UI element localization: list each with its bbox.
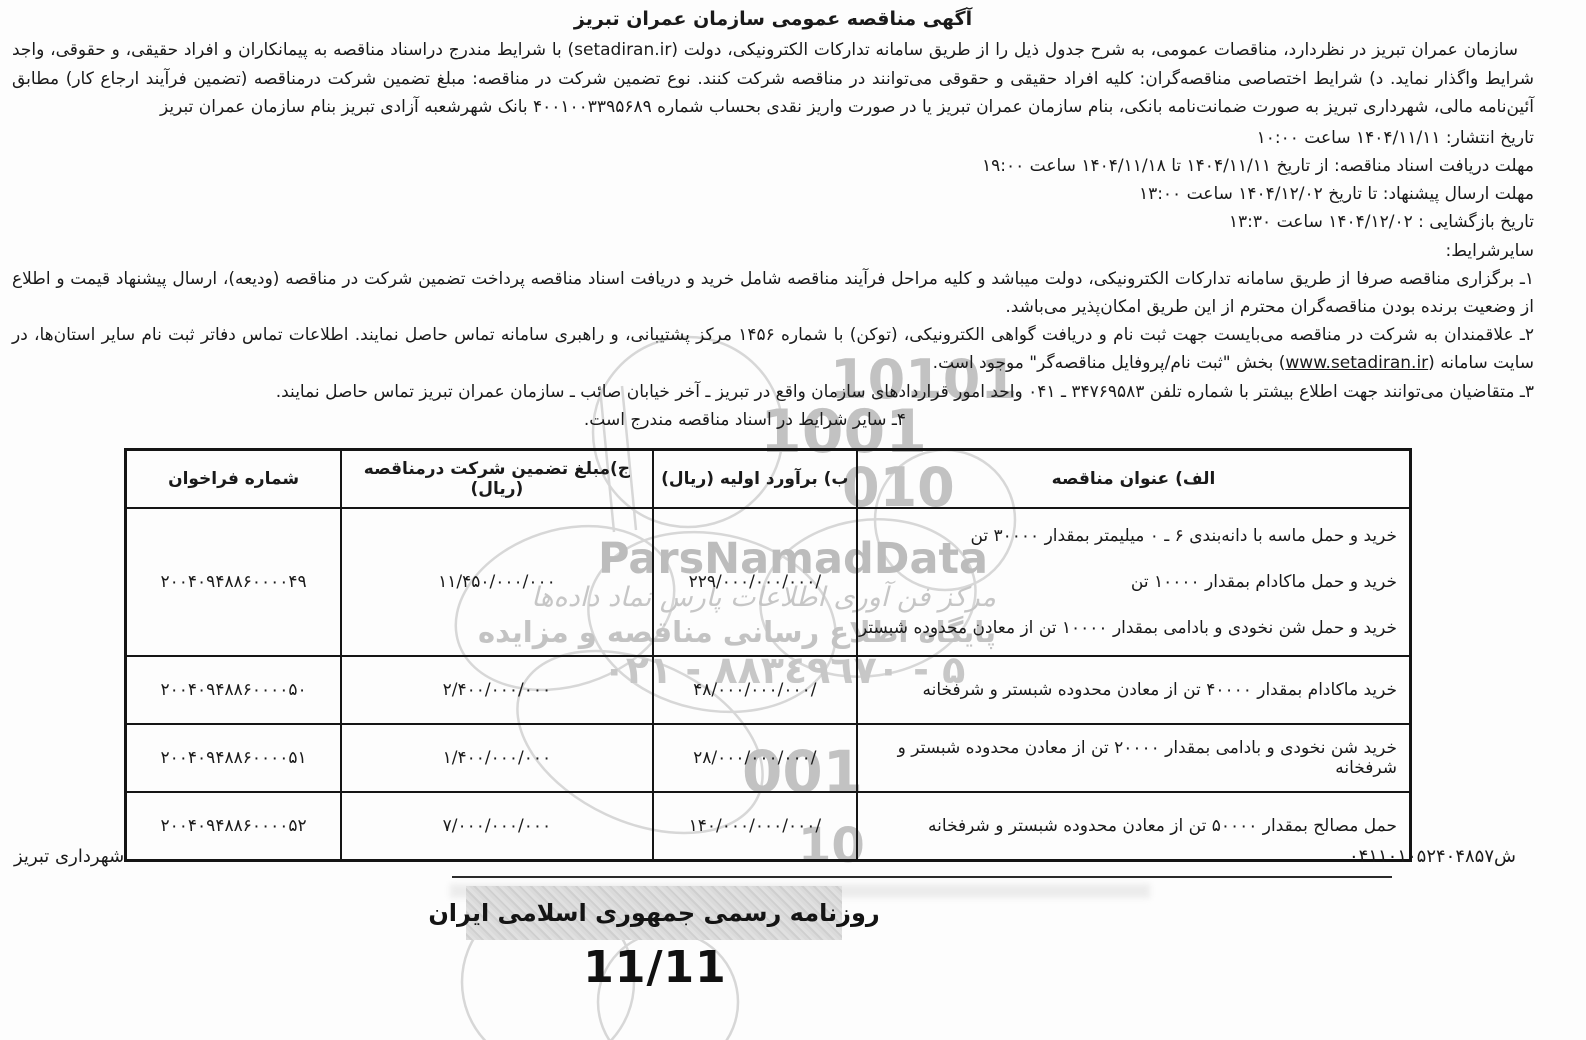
tender-title-cell: خرید و حمل ماسه با دانه‌بندی ۶ ـ ۰ میلیم…: [855, 507, 1412, 658]
call-number-cell: ۲۰۰۴۰۹۴۸۸۶۰۰۰۰۵۰: [124, 655, 343, 726]
tender-title-cell: حمل مصالح بمقدار ۵۰۰۰۰ تن از معادن محدود…: [855, 791, 1412, 862]
condition-1: ۱ـ برگزاری مناقصه صرفا از طریق سامانه تد…: [12, 268, 1534, 317]
estimate-cell: ۴۸/۰۰۰/۰۰۰/۰۰۰/: [651, 655, 858, 726]
proposal-deadline-line: مهلت ارسال پیشنهاد: تا تاریخ ۱۴۰۴/۱۲/۰۲ …: [1138, 184, 1534, 205]
setadiran-link[interactable]: www.setadiran.ir: [1285, 353, 1429, 374]
table-row: حمل مصالح بمقدار ۵۰۰۰۰ تن از معادن محدود…: [124, 791, 1412, 862]
intro-paragraph: سازمان عمران تبریز در نظردارد، مناقصات ع…: [12, 40, 1534, 118]
condition-2-text-after: ) بخش "ثبت نام/پروفایل مناقصه‌گر" موجود …: [932, 353, 1286, 374]
table-row: خرید و حمل ماسه با دانه‌بندی ۶ ـ ۰ میلیم…: [124, 507, 1412, 658]
official-gazette-stamp: روزنامه رسمی جمهوری اسلامی ایران: [428, 886, 880, 940]
col-header-guarantee-amount: ج)مبلغ تضمین شرکت درمناقصه (ریال): [340, 448, 654, 510]
footer-divider: [452, 876, 1392, 878]
binary-digits-watermark: 10101: [830, 348, 1018, 411]
table-row: خرید ماکادام بمقدار ۴۰۰۰۰ تن از معادن مح…: [124, 655, 1412, 726]
call-number-cell: ۲۰۰۴۰۹۴۸۸۶۰۰۰۰۵۲: [124, 791, 343, 862]
municipality-label: شهرداری تبریز: [14, 846, 125, 867]
call-number-cell: ۲۰۰۴۰۹۴۸۸۶۰۰۰۰۵۱: [124, 723, 343, 794]
document-content: آگهی مناقصه عمومی سازمان عمران تبریز ساز…: [12, 8, 1534, 863]
page-number: 11/11: [583, 942, 727, 993]
guarantee-cell: ۷/۰۰۰/۰۰۰/۰۰۰: [340, 791, 654, 862]
col-header-tender-title: الف) عنوان مناقصه: [855, 448, 1412, 510]
guarantee-cell: ۲/۴۰۰/۰۰۰/۰۰۰: [340, 655, 654, 726]
guarantee-cell: ۱۱/۴۵۰/۰۰۰/۰۰۰: [340, 507, 654, 658]
condition-3: ۳ـ متقاضیان می‌توانند جهت اطلاع بیشتر با…: [275, 381, 1534, 402]
tender-table: الف) عنوان مناقصه ب) برآورد اولیه (ریال)…: [124, 448, 1412, 863]
opening-date-line: تاریخ بازگشایی : ۱۴۰۴/۱۲/۰۲ ساعت ۱۳:۳۰: [1228, 212, 1534, 233]
estimate-cell: ۱۴۰/۰۰۰/۰۰۰/۰۰۰/: [651, 791, 858, 862]
tender-title-line: خرید و حمل ماکادام بمقدار ۱۰۰۰۰ تن: [1130, 572, 1397, 593]
tender-title-line: خرید و حمل ماسه با دانه‌بندی ۶ ـ ۰ میلیم…: [970, 526, 1397, 547]
condition-2: ۲ـ علاقمندان به شرکت در مناقصه می‌بایست …: [12, 321, 1534, 377]
page-title: آگهی مناقصه عمومی سازمان عمران تبریز: [573, 8, 973, 30]
col-header-call-number: شماره فراخوان: [124, 448, 343, 510]
table-row: خرید شن نخودی و بادامی بمقدار ۲۰۰۰۰ تن ا…: [124, 723, 1412, 794]
condition-2-text-before: ۲ـ علاقمندان به شرکت در مناقصه می‌بایست …: [12, 325, 1534, 374]
other-conditions-heading: سایرشرایط:: [1445, 240, 1534, 261]
table-header-row: الف) عنوان مناقصه ب) برآورد اولیه (ریال)…: [124, 448, 1412, 510]
tender-title-cell: خرید ماکادام بمقدار ۴۰۰۰۰ تن از معادن مح…: [855, 655, 1412, 726]
condition-4: ۴ـ سایر شرایط در اسناد مناقصه مندرج است.: [583, 409, 906, 430]
estimate-cell: ۲۸/۰۰۰/۰۰۰/۰۰۰/: [651, 723, 858, 794]
call-number-cell: ۲۰۰۴۰۹۴۸۸۶۰۰۰۰۴۹: [124, 507, 343, 658]
estimate-cell: ۲۲۹/۰۰۰/۰۰۰/۰۰۰/: [651, 507, 858, 658]
tender-title-line: خرید و حمل شن نخودی و بادامی بمقدار ۱۰۰۰…: [858, 618, 1397, 639]
col-header-initial-estimate: ب) برآورد اولیه (ریال): [651, 448, 858, 510]
tender-title-cell: خرید شن نخودی و بادامی بمقدار ۲۰۰۰۰ تن ا…: [855, 723, 1412, 794]
publish-date-line: تاریخ انتشار: ۱۴۰۴/۱۱/۱۱ ساعت ۱۰:۰۰: [1256, 127, 1534, 148]
reference-number: ش۰۴۱۱۰۱۰۵۲۴۰۴۸۵۷: [1348, 846, 1516, 867]
guarantee-cell: ۱/۴۰۰/۰۰۰/۰۰۰: [340, 723, 654, 794]
document-deadline-line: مهلت دریافت اسناد مناقصه: از تاریخ ۱۴۰۴/…: [981, 155, 1534, 176]
